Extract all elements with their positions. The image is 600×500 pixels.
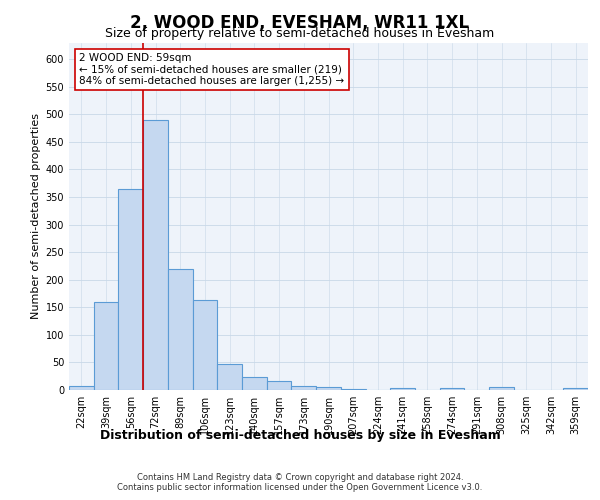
Text: Contains HM Land Registry data © Crown copyright and database right 2024.
Contai: Contains HM Land Registry data © Crown c… xyxy=(118,473,482,492)
Bar xyxy=(440,388,464,390)
Bar xyxy=(563,388,588,390)
Text: Size of property relative to semi-detached houses in Evesham: Size of property relative to semi-detach… xyxy=(106,28,494,40)
Bar xyxy=(242,378,267,390)
Text: 2 WOOD END: 59sqm
← 15% of semi-detached houses are smaller (219)
84% of semi-de: 2 WOOD END: 59sqm ← 15% of semi-detached… xyxy=(79,53,344,86)
Text: 2, WOOD END, EVESHAM, WR11 1XL: 2, WOOD END, EVESHAM, WR11 1XL xyxy=(130,14,470,32)
Bar xyxy=(217,364,242,390)
Bar xyxy=(341,389,365,390)
Bar xyxy=(316,386,341,390)
Bar xyxy=(69,386,94,390)
Bar xyxy=(94,302,118,390)
Bar xyxy=(143,120,168,390)
Text: Distribution of semi-detached houses by size in Evesham: Distribution of semi-detached houses by … xyxy=(100,430,500,442)
Bar xyxy=(267,381,292,390)
Y-axis label: Number of semi-detached properties: Number of semi-detached properties xyxy=(31,114,41,320)
Bar xyxy=(193,300,217,390)
Bar xyxy=(489,386,514,390)
Bar xyxy=(390,388,415,390)
Bar xyxy=(168,268,193,390)
Bar xyxy=(118,188,143,390)
Bar xyxy=(292,386,316,390)
